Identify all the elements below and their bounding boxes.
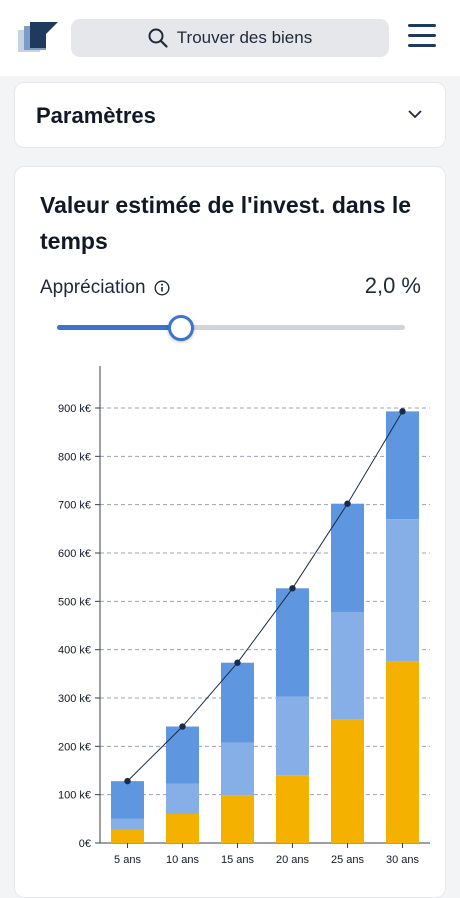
info-icon[interactable] bbox=[154, 280, 170, 296]
bar-segment-base bbox=[386, 661, 419, 843]
y-tick-label: 100 k€ bbox=[58, 790, 91, 802]
bar-segment-base bbox=[221, 795, 254, 843]
x-tick-label: 30 ans bbox=[386, 854, 420, 866]
bar-segment-base bbox=[111, 829, 144, 843]
bar-segment-base bbox=[276, 775, 309, 843]
bar-segment-base bbox=[166, 814, 199, 843]
bar-segment-middle bbox=[331, 611, 364, 720]
stacked-blocks-logo-icon bbox=[18, 22, 58, 52]
total-value-point bbox=[399, 408, 406, 415]
appreciation-label-row: Appréciation bbox=[40, 277, 170, 299]
x-tick-label: 20 ans bbox=[276, 854, 310, 866]
y-tick-label: 500 k€ bbox=[58, 596, 91, 608]
bar-segment-top bbox=[221, 662, 254, 743]
total-value-point bbox=[234, 659, 241, 666]
bar-segment-top bbox=[331, 503, 364, 612]
y-tick-label: 400 k€ bbox=[58, 645, 91, 657]
menu-button[interactable] bbox=[408, 24, 436, 50]
hamburger-line bbox=[408, 44, 436, 47]
parameters-accordion[interactable]: Paramètres bbox=[14, 82, 446, 148]
total-value-point bbox=[289, 585, 296, 592]
slider-track[interactable] bbox=[57, 325, 405, 330]
total-value-point bbox=[179, 723, 186, 730]
parameters-title: Paramètres bbox=[36, 103, 156, 128]
chevron-down-icon bbox=[408, 110, 422, 119]
bar-segment-base bbox=[331, 719, 364, 843]
bar-segment-top bbox=[111, 781, 144, 819]
bar-segment-middle bbox=[221, 742, 254, 796]
y-tick-label: 700 k€ bbox=[58, 500, 91, 512]
search-icon bbox=[148, 28, 168, 48]
x-tick-label: 25 ans bbox=[331, 854, 365, 866]
y-tick-label: 900 k€ bbox=[58, 403, 91, 415]
bar-segment-middle bbox=[386, 519, 419, 662]
y-tick-label: 800 k€ bbox=[58, 451, 91, 463]
bar-segment-top bbox=[166, 726, 199, 784]
investment-chart-card: Valeur estimée de l'invest. dans le temp… bbox=[14, 166, 446, 898]
appreciation-value: 2,0 % bbox=[364, 273, 421, 298]
x-tick-label: 5 ans bbox=[114, 854, 141, 866]
y-tick-label: 300 k€ bbox=[58, 693, 91, 705]
x-tick-label: 10 ans bbox=[166, 854, 200, 866]
appreciation-label: Appréciation bbox=[40, 277, 146, 298]
y-tick-label: 200 k€ bbox=[58, 741, 91, 753]
stacked-bar-chart: 0€ 100 k€ 200 k€ 300 k€ 400 k€ 500 k€ 600 k€ 70… bbox=[58, 366, 430, 866]
y-tick-label: 0€ bbox=[79, 838, 91, 850]
x-tick-label: 15 ans bbox=[221, 854, 255, 866]
bar-segment-middle bbox=[166, 783, 199, 814]
chart-title: Valeur estimée de l'invest. dans le temp… bbox=[40, 192, 412, 254]
hamburger-line bbox=[408, 34, 436, 37]
search-label: Trouver des biens bbox=[176, 28, 313, 47]
y-tick-label: 600 k€ bbox=[58, 548, 91, 560]
bar-segment-top bbox=[386, 411, 419, 520]
total-value-point bbox=[124, 777, 131, 785]
logo[interactable] bbox=[16, 22, 58, 52]
appreciation-slider[interactable] bbox=[57, 315, 405, 341]
total-value-point bbox=[344, 500, 351, 507]
total-value-line bbox=[127, 411, 403, 782]
hamburger-menu-icon bbox=[408, 24, 436, 27]
top-bar: Trouver des biens bbox=[0, 0, 460, 76]
slider-thumb[interactable] bbox=[167, 315, 194, 341]
bar-segment-top bbox=[276, 588, 309, 697]
bar-segment-middle bbox=[111, 818, 144, 830]
search-button[interactable]: Trouver des biens bbox=[71, 19, 389, 57]
bar-segment-middle bbox=[276, 696, 309, 776]
slider-fill bbox=[57, 325, 179, 330]
